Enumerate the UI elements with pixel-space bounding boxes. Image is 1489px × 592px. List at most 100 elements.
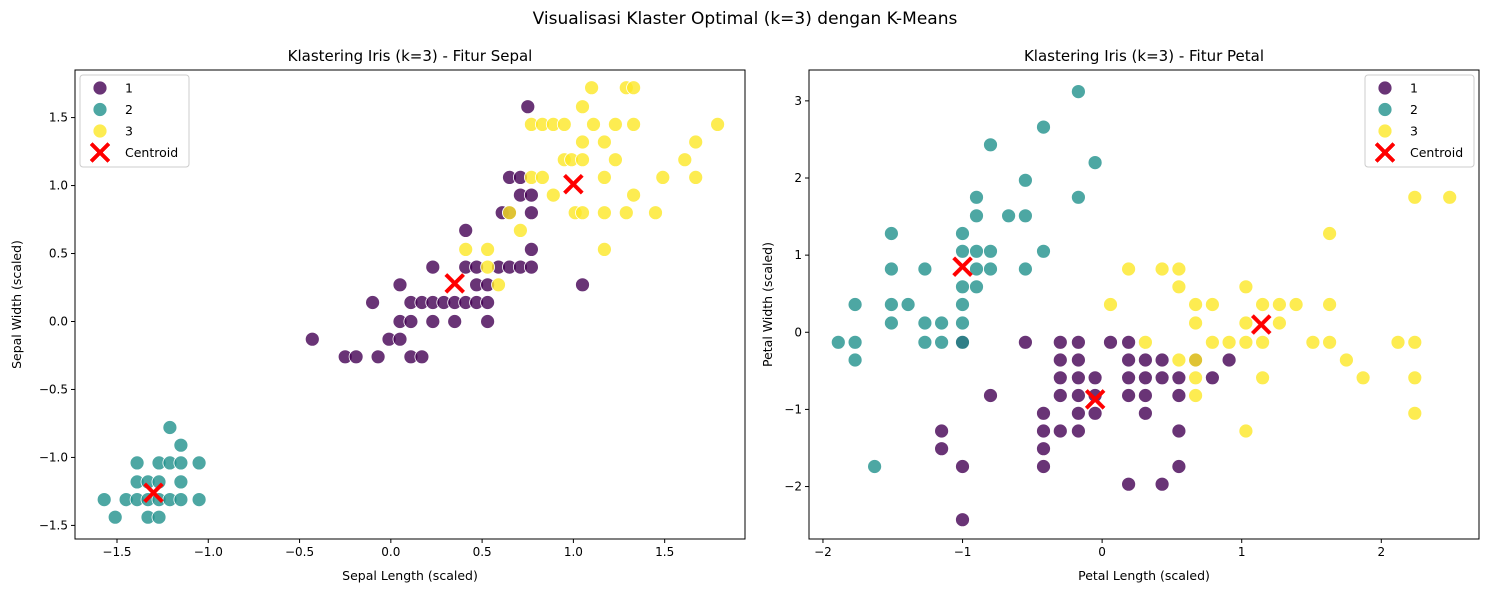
data-point (1138, 352, 1153, 368)
data-points (96, 80, 725, 525)
data-point (575, 277, 590, 293)
data-point (107, 509, 123, 525)
data-point (1221, 352, 1237, 368)
data-point (1390, 334, 1406, 350)
data-point (173, 437, 189, 453)
series-1 (934, 334, 1237, 528)
legend-marker-1 (1377, 80, 1393, 96)
legend-marker-3 (92, 123, 108, 139)
x-tick-label: 0.0 (381, 545, 400, 559)
data-point (480, 259, 496, 275)
data-point (1339, 352, 1354, 368)
legend-label: 1 (1410, 81, 1418, 96)
data-point (129, 455, 145, 471)
data-point (414, 349, 430, 365)
data-point (491, 277, 506, 293)
data-point (1272, 315, 1287, 331)
data-point (1018, 261, 1033, 277)
data-point (1154, 370, 1170, 386)
y-tick-label: 0.5 (49, 247, 68, 261)
x-tick-label: −0.5 (285, 545, 314, 559)
y-axis-label: Petal Width (scaled) (760, 242, 775, 367)
data-point (969, 279, 984, 295)
data-point (1138, 370, 1153, 386)
y-tick-label: −1.5 (39, 518, 68, 532)
data-point (884, 297, 899, 312)
data-point (191, 455, 207, 471)
x-axis-label: Sepal Length (scaled) (342, 568, 478, 583)
data-point (847, 334, 863, 350)
data-point (348, 349, 364, 365)
data-point (917, 261, 933, 277)
data-point (934, 315, 949, 331)
data-point (1018, 208, 1033, 224)
data-point (1001, 208, 1016, 224)
data-point (655, 169, 671, 185)
data-point (1255, 297, 1270, 312)
data-point (1052, 352, 1068, 368)
data-point (884, 261, 899, 277)
data-point (1188, 370, 1203, 386)
x-tick-label: −2 (814, 545, 832, 559)
data-point (847, 352, 863, 368)
data-point (955, 315, 970, 331)
x-axis-label: Petal Length (scaled) (1078, 568, 1210, 583)
x-tick-label: −1.0 (194, 545, 223, 559)
data-point (1171, 261, 1187, 277)
data-point (847, 297, 863, 312)
data-point (1071, 334, 1086, 350)
data-point (513, 222, 528, 238)
data-point (677, 152, 693, 168)
data-point (1238, 279, 1254, 295)
data-point (1138, 334, 1153, 350)
data-point (1103, 334, 1118, 350)
centroid-marker (952, 256, 973, 278)
data-point (1171, 423, 1187, 439)
data-point (597, 241, 612, 257)
data-point (524, 241, 539, 257)
x-tick-label: 2 (1377, 545, 1385, 559)
legend-centroid-marker (89, 142, 111, 163)
data-point (1188, 297, 1203, 312)
data-point (575, 134, 590, 150)
chart-title: Klastering Iris (k=3) - Fitur Petal (1024, 47, 1264, 65)
data-point (900, 297, 916, 312)
data-point (480, 295, 496, 310)
data-point (597, 205, 612, 221)
data-point (626, 117, 641, 132)
data-point (1121, 476, 1136, 492)
data-point (1036, 441, 1051, 457)
data-point (934, 441, 949, 457)
y-tick-label: 1.5 (49, 111, 68, 125)
data-point (365, 295, 381, 310)
data-point (710, 117, 725, 132)
data-point (1355, 370, 1371, 386)
data-point (1205, 334, 1220, 350)
data-point (1121, 388, 1136, 403)
legend-label: 2 (125, 102, 133, 117)
data-point (1188, 352, 1203, 368)
data-point (1052, 334, 1068, 350)
data-point (917, 334, 933, 350)
data-point (1121, 261, 1136, 277)
legend-marker-3 (1377, 123, 1393, 139)
legend-label: 3 (125, 124, 133, 139)
data-point (403, 314, 419, 329)
data-point (584, 80, 599, 96)
data-point (1255, 370, 1270, 386)
data-point (1071, 189, 1086, 205)
data-point (173, 455, 189, 471)
data-point (1171, 279, 1187, 295)
data-point (425, 259, 441, 275)
data-point (608, 152, 623, 168)
data-point (1407, 189, 1423, 205)
data-point (1138, 405, 1153, 421)
data-point (1171, 459, 1187, 474)
data-point (1238, 334, 1254, 350)
data-point (1205, 297, 1220, 312)
legend-marker-1 (92, 80, 108, 96)
data-point (1322, 334, 1337, 350)
data-point (934, 423, 949, 439)
data-point (1071, 423, 1086, 439)
x-tick-label: −1 (954, 545, 972, 559)
